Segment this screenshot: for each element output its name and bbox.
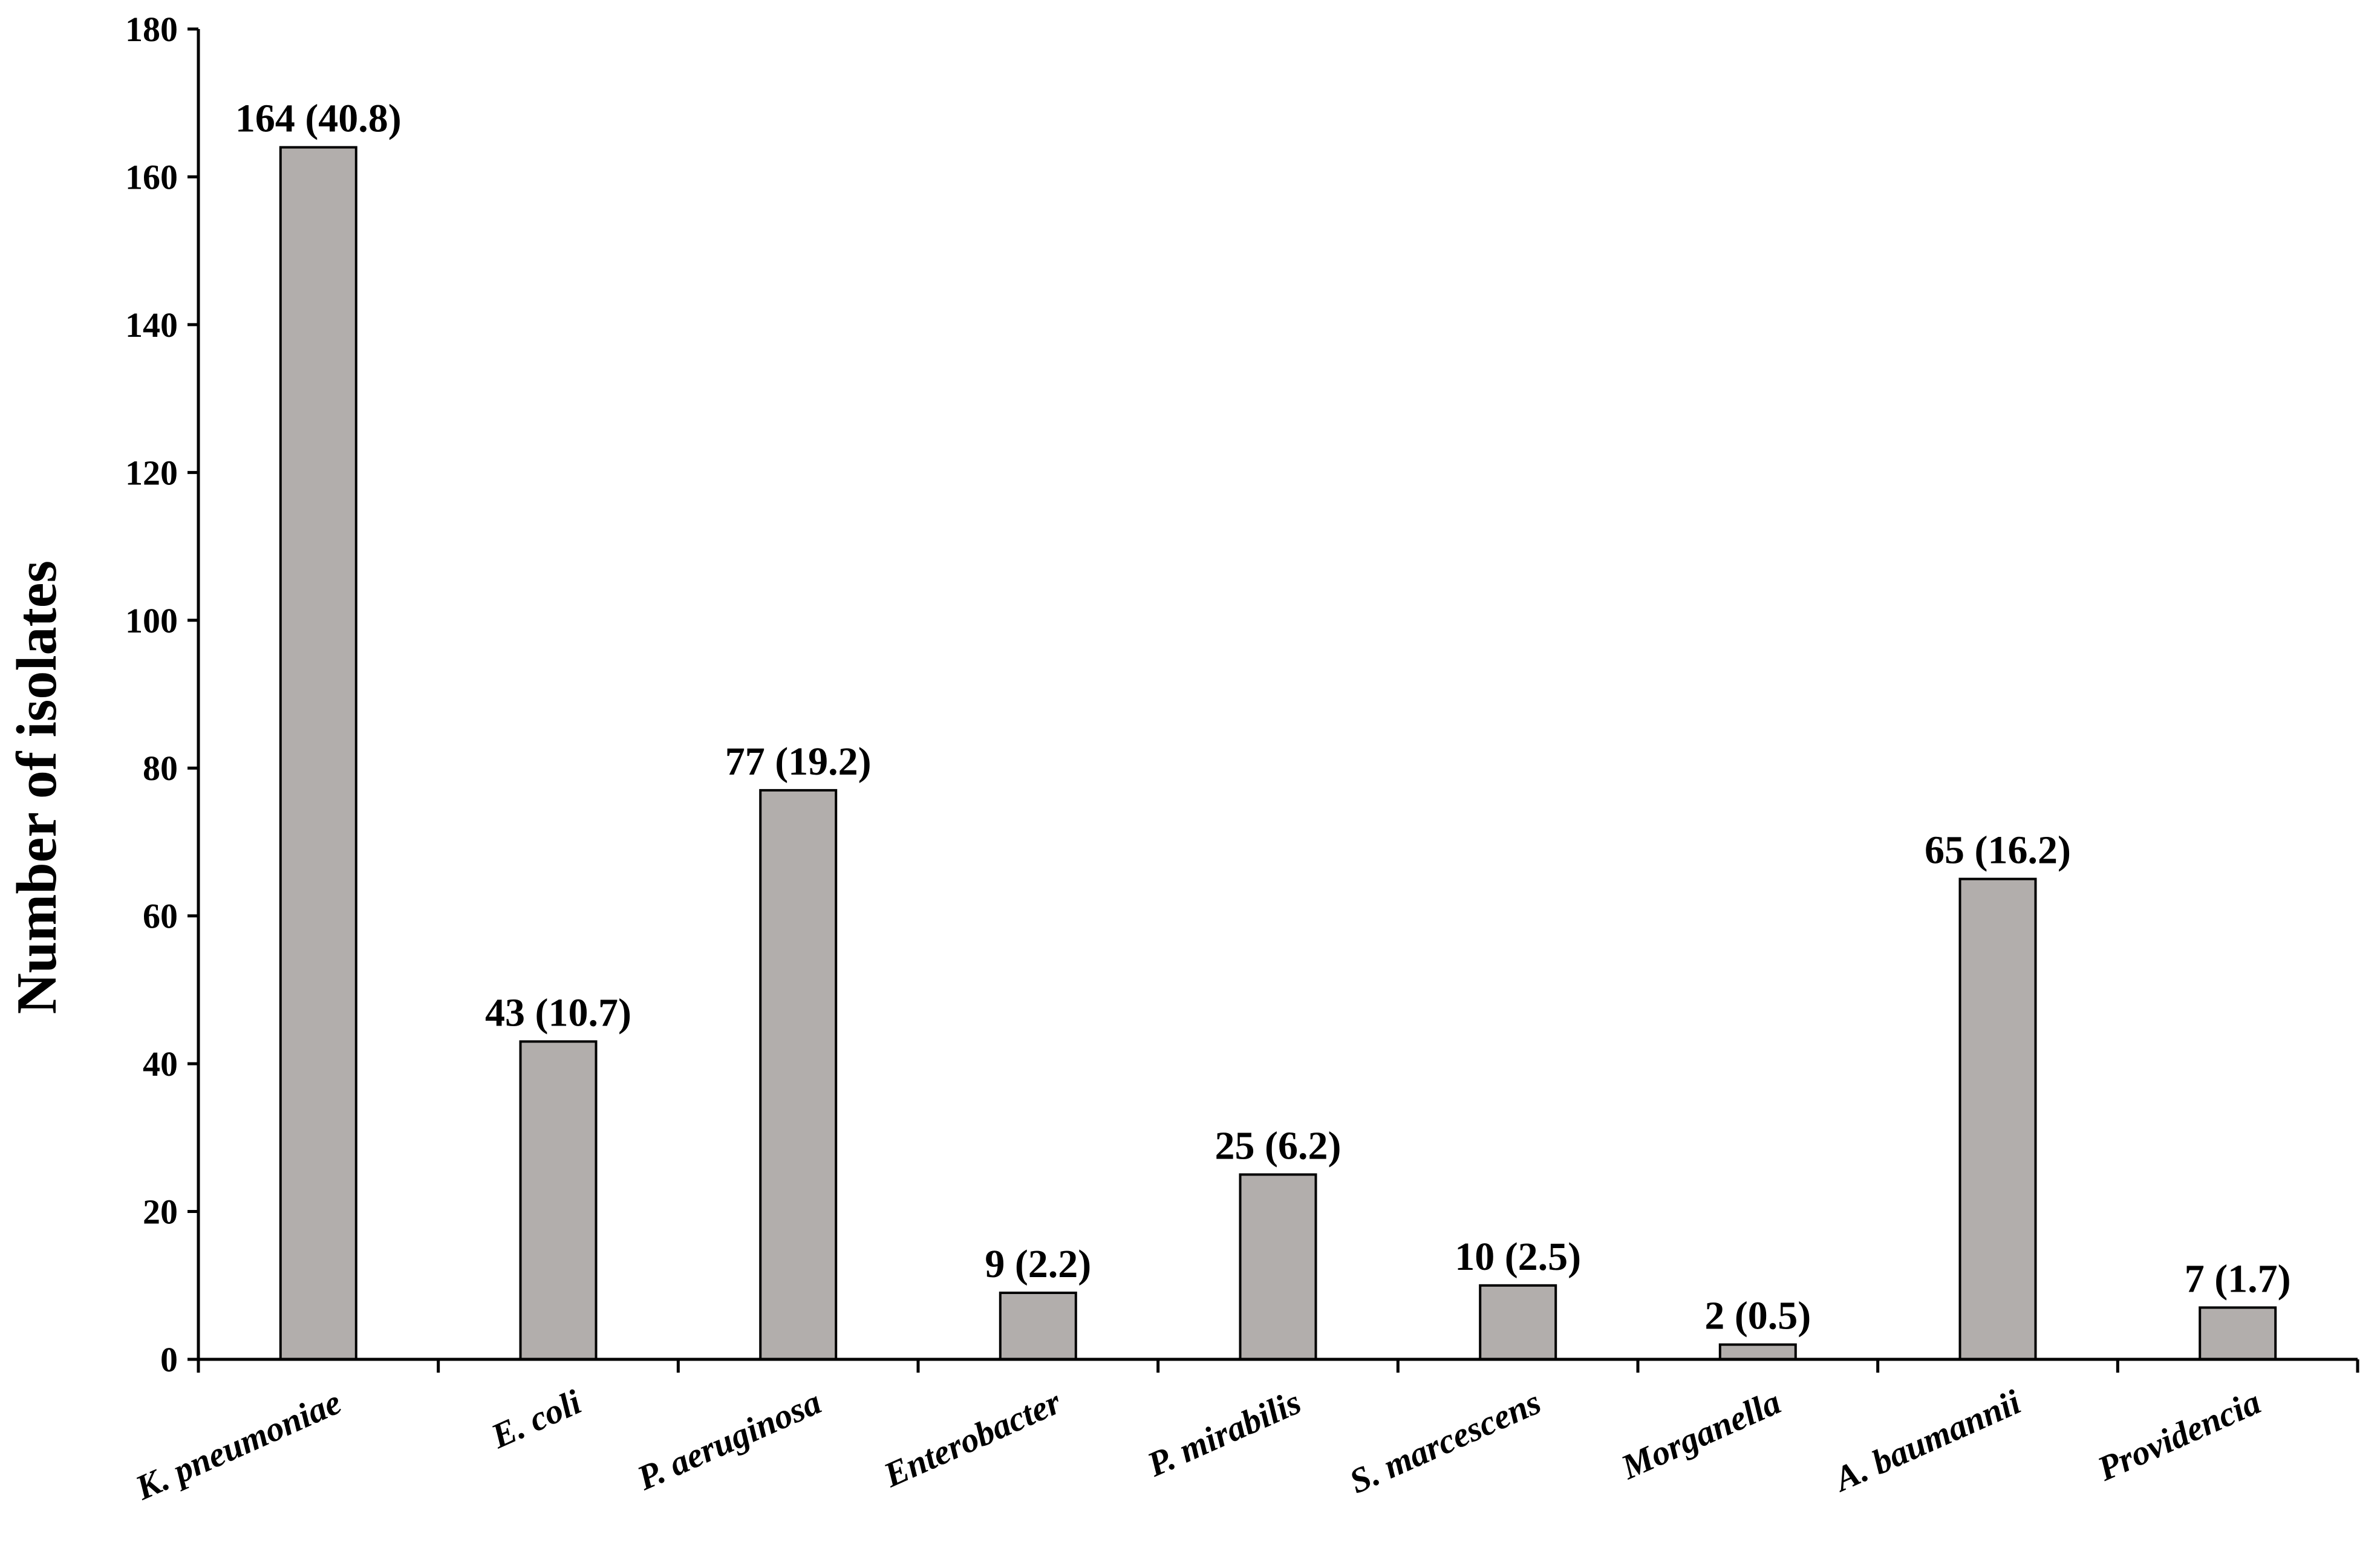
x-category-label: P. aeruginosa [631,1382,827,1498]
bar [1479,1284,1557,1361]
data-label: 77 (19.2) [725,740,872,784]
x-category-label: P. mirabilis [1141,1382,1307,1484]
data-label: 65 (16.2) [1925,828,2071,873]
y-tick-label: 160 [125,157,178,197]
bar [759,789,838,1361]
bar [999,1292,1077,1361]
y-tick-label: 40 [143,1044,178,1084]
bar [1718,1343,1797,1361]
y-tick-label: 0 [160,1340,178,1379]
bar [519,1040,598,1361]
x-category-label: Enterobacter [878,1382,1067,1495]
data-label: 43 (10.7) [485,990,631,1035]
y-tick-label: 80 [143,749,178,788]
y-tick-label: 180 [125,10,178,49]
y-tick-label: 140 [125,305,178,345]
x-category-label: K. pneumoniae [129,1382,347,1507]
y-tick-label: 60 [143,897,178,936]
data-label: 7 (1.7) [2185,1257,2291,1301]
data-label: 2 (0.5) [1704,1294,1811,1338]
bar [2199,1306,2277,1361]
bar [1239,1173,1317,1361]
bar [279,146,357,1361]
x-category-label: E. coli [485,1382,587,1456]
data-label: 25 (6.2) [1215,1124,1342,1168]
x-category-label: Providencia [2091,1382,2266,1488]
x-category-label: Morganella [1615,1382,1786,1487]
y-tick-label: 120 [125,453,178,492]
data-label: 9 (2.2) [985,1242,1091,1286]
data-label: 10 (2.5) [1455,1235,1581,1279]
y-tick-label: 100 [125,601,178,640]
data-label: 164 (40.8) [235,97,402,141]
y-tick-label: 20 [143,1192,178,1232]
bar [1958,877,2037,1361]
x-category-label: A. baumannii [1827,1382,2027,1499]
x-category-label: S. marcescens [1343,1382,1547,1501]
y-axis-title: Number of isolates [5,561,68,1014]
